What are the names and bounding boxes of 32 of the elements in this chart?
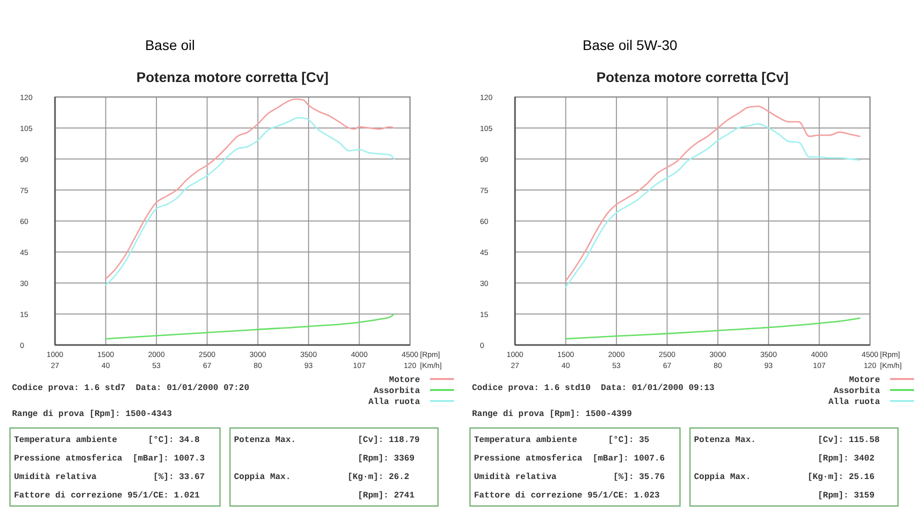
legend-label: Alla ruota [368,397,420,407]
text: Codice prova: 1.6 std7 Data: 01/01/2000 07:20 [12,383,250,393]
text: Range di prova [Rpm]: 1500-4399 [472,409,632,419]
text: [Rpm]: 3402 [694,454,874,464]
text: Coppia Max. [Kg·m]: 25.16 [694,472,874,482]
text: Fattore di correzione 95/1/CE: 1.021 [14,490,200,500]
chart-subtitle: Base oil 5W-30 [582,37,678,53]
legend-label: Assorbita [374,386,420,396]
legend-label: Alla ruota [828,397,880,407]
text: [Rpm]: 2741 [234,490,414,500]
text: Codice prova: 1.6 std10 Data: 01/01/2000 09:13 [472,383,714,393]
text: Potenza Max. [Cv]: 118.79 [234,435,420,445]
text: Potenza Max. [Cv]: 115.58 [694,435,880,445]
line-series [105,313,395,340]
text: Umidità relativa [%]: 35.76 [474,472,665,482]
legend-label: Motore [389,375,420,385]
text: Range di prova [Rpm]: 1500-4343 [12,409,172,419]
text: Coppia Max. [Kg·m]: 26.2 [234,472,410,482]
text: Fattore di correzione 95/1/CE: 1.023 [474,490,660,500]
legend-label: Assorbita [834,386,880,396]
text: Pressione atmosferica [mBar]: 1007.6 [474,454,665,464]
text: Temperatura ambiente [°C]: 34.8 [14,435,200,445]
text: [Rpm]: 3369 [234,454,414,464]
chart-title: Potenza motore corretta [Cv] [596,69,789,85]
chart-title: Potenza motore corretta [Cv] [136,69,329,85]
legend-label: Motore [849,375,880,385]
text: Pressione atmosferica [mBar]: 1007.3 [14,454,205,464]
text: [Rpm]: 3159 [694,490,874,500]
text: Umidità relativa [%]: 33.67 [14,472,205,482]
line-series [565,317,860,340]
chart-subtitle: Base oil [145,37,195,53]
text: Temperatura ambiente [°C]: 35 [474,435,650,445]
